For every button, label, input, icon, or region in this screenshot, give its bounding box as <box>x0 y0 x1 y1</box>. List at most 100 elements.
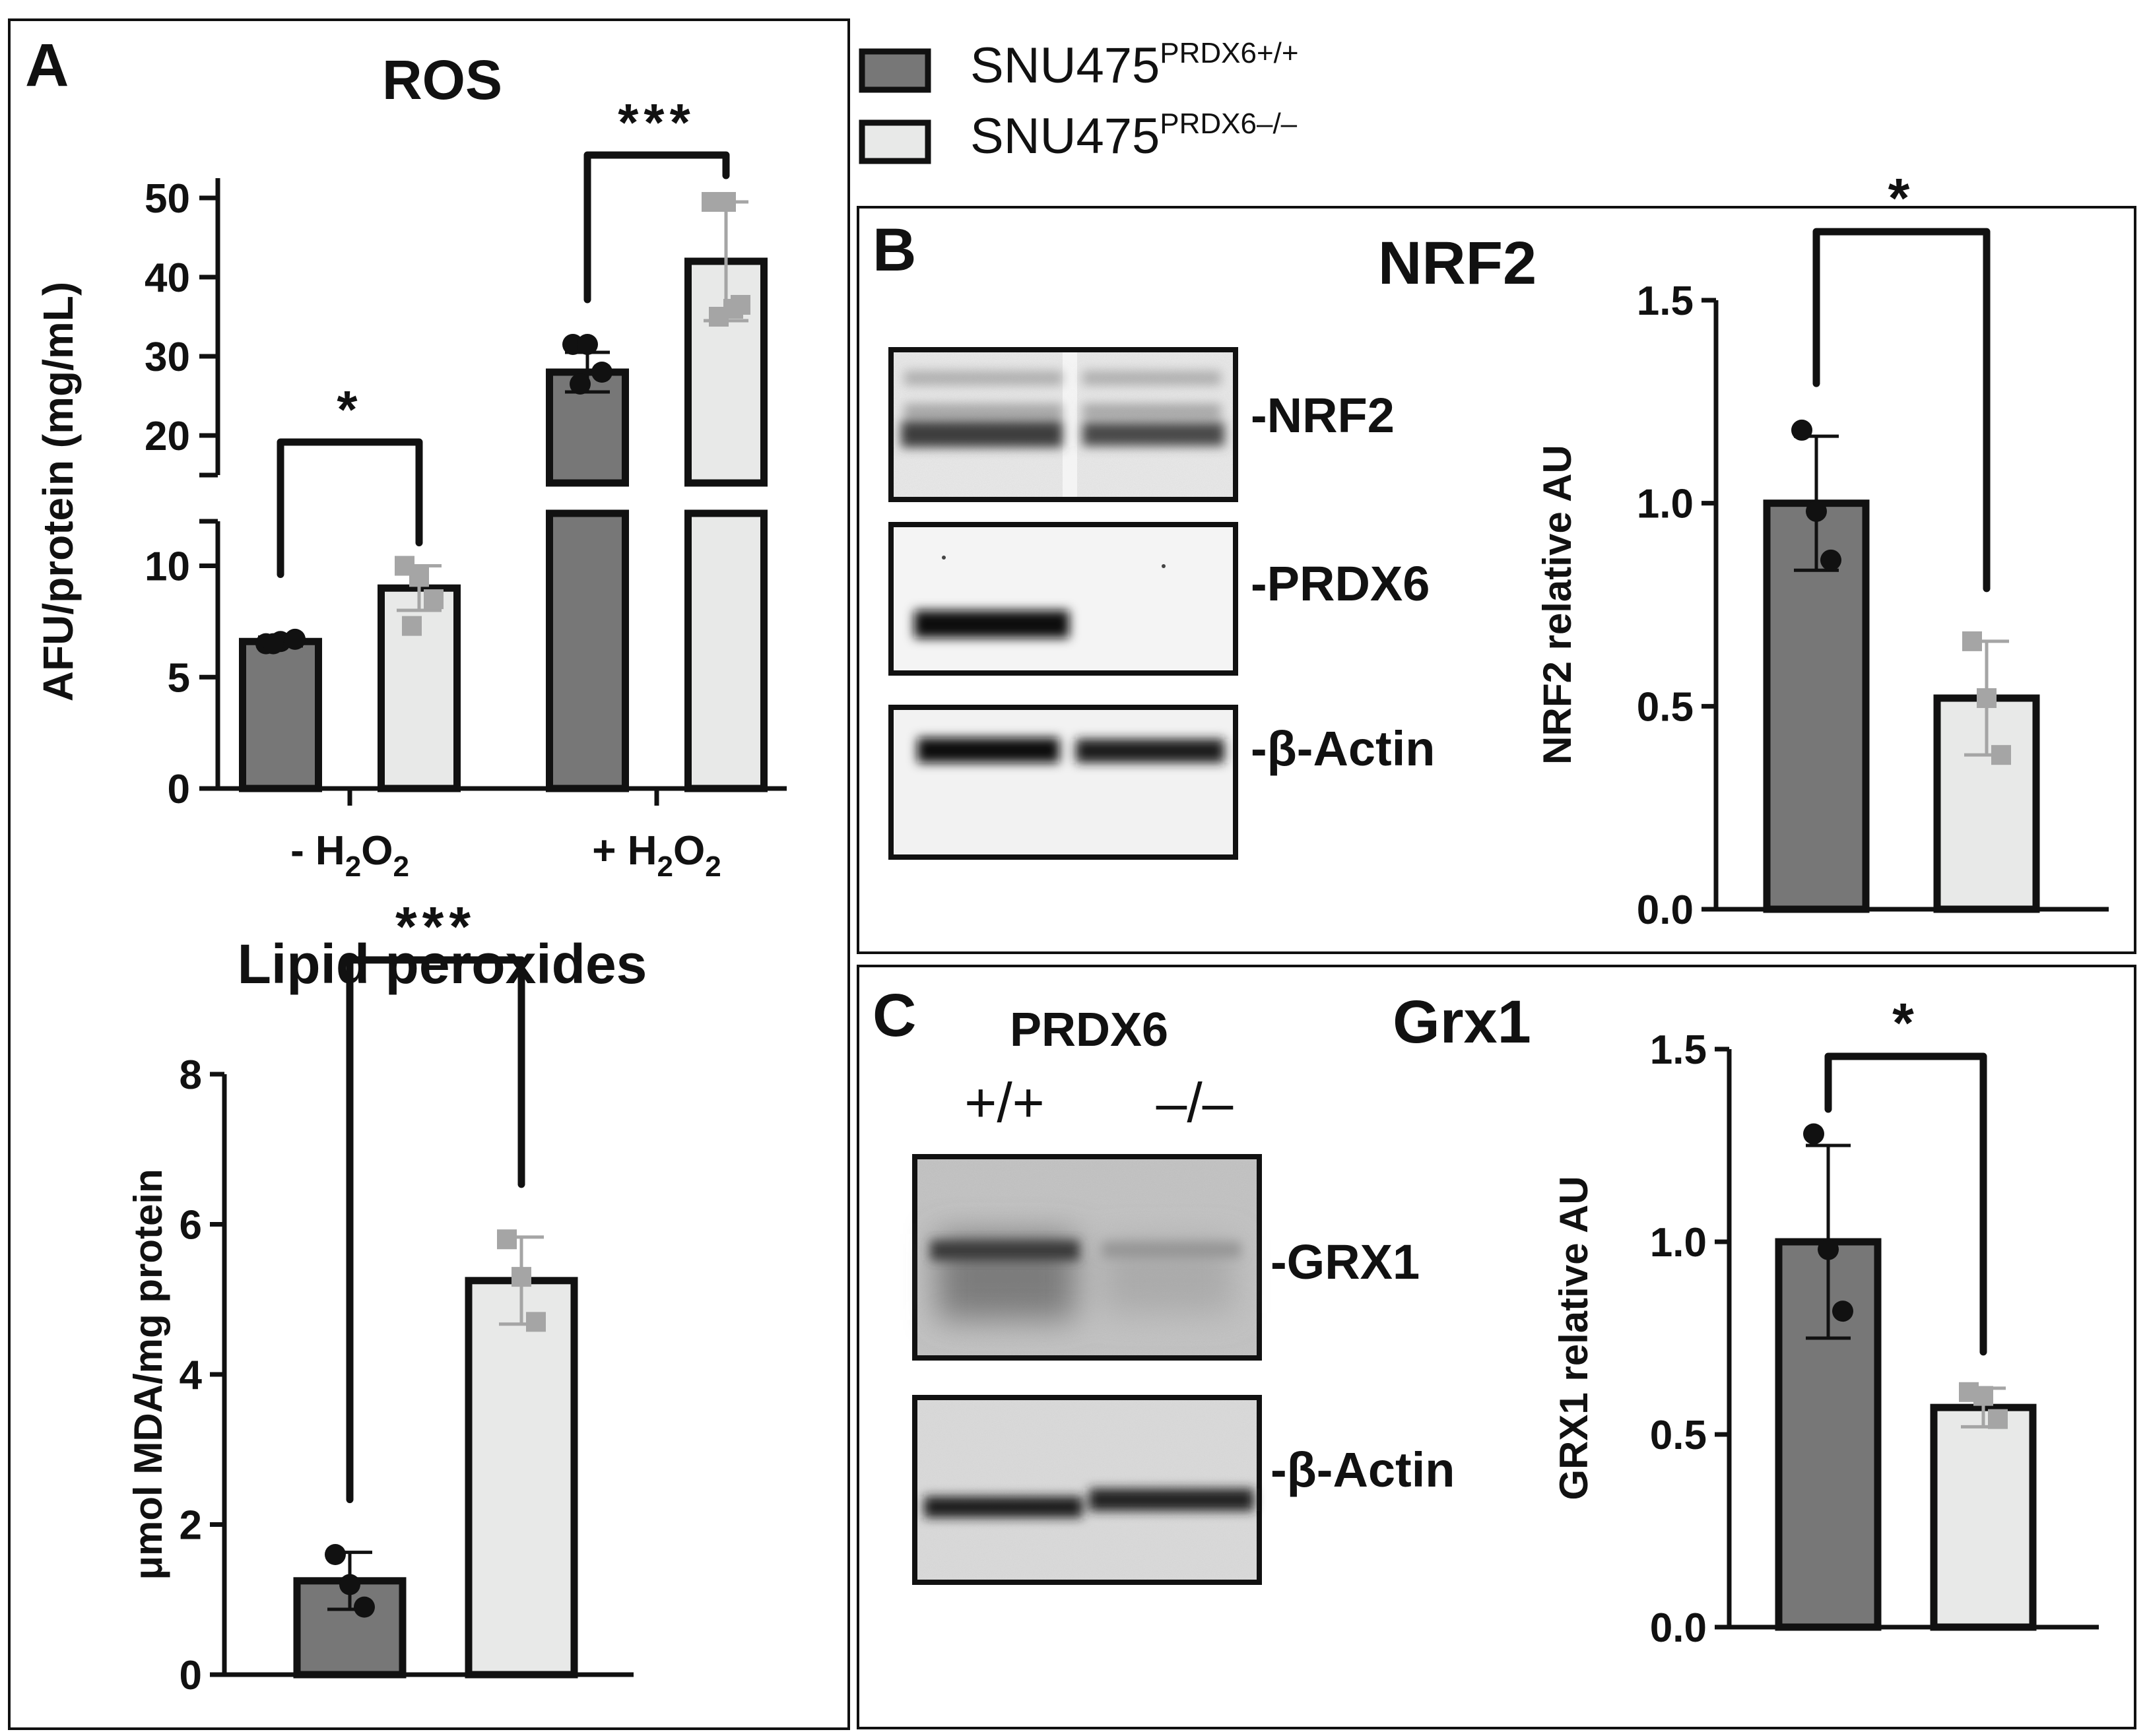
ros-x-category-label: - H2O2 <box>290 828 409 883</box>
nrf2-y-tick-label: 0.0 <box>1637 887 1694 933</box>
legend: SNU475PRDX6+/+ SNU475PRDX6–/– <box>859 37 1299 164</box>
ros-y-tick-label: 50 <box>145 176 190 222</box>
panel-b-letter: B <box>873 216 916 284</box>
nrf2-ko-point <box>1991 745 2011 765</box>
ros-significance-plus-label: *** <box>618 93 695 152</box>
nrf2-y-tick-label: 1.5 <box>1637 278 1694 324</box>
nrf2-ko-point <box>1977 688 1997 709</box>
lipid-y-tick-label: 0 <box>180 1653 202 1698</box>
ros-y-tick-label: 40 <box>145 255 190 301</box>
blot-nrf2 <box>888 347 1238 502</box>
legend-item-ko: SNU475PRDX6–/– <box>859 108 1298 164</box>
ros-ko-minus-point <box>409 567 429 587</box>
nrf2-significance-bracket <box>1812 228 1991 593</box>
grx1-y-axis-label: GRX1 relative AU <box>1552 1176 1596 1500</box>
nrf2-blot-group: -NRF2 -PRDX6 -β-Actin <box>888 347 1435 860</box>
blot-actin-c <box>912 1395 1262 1585</box>
lipid-ko-point <box>526 1312 546 1332</box>
grx1-wt-point <box>1818 1238 1839 1260</box>
lipid-significance-bracket <box>346 956 525 1504</box>
blot-grx1 <box>912 1154 1262 1361</box>
legend-label-ko: SNU475PRDX6–/– <box>970 108 1298 164</box>
grx1-ko-point <box>1988 1409 2008 1429</box>
lipid-chart: 0 2 4 6 8 μmol MDA/mg protein *** <box>126 895 634 1698</box>
ros-significance-plus-bracket <box>583 151 730 304</box>
blot-label-actin-c: -β-Actin <box>1271 1442 1455 1497</box>
panel-a-frame <box>8 18 850 1730</box>
panel-b-frame <box>857 206 2136 954</box>
lipid-y-tick-label: 8 <box>180 1052 202 1098</box>
legend-swatch-wt <box>859 48 931 93</box>
ros-ko-plus-bar-upper <box>684 257 768 487</box>
ros-y-tick-label: 5 <box>168 655 190 701</box>
blot-label-nrf2: -NRF2 <box>1251 388 1395 443</box>
lipid-title: Lipid peroxides <box>238 933 647 995</box>
lipid-y-tick-label: 4 <box>180 1353 203 1398</box>
grx1-y-tick-label: 0.5 <box>1650 1413 1707 1458</box>
legend-item-wt: SNU475PRDX6+/+ <box>859 37 1299 94</box>
ros-ko-minus-point <box>424 589 444 610</box>
grx1-title: Grx1 <box>1393 988 1531 1056</box>
ros-wt-plus-point <box>591 362 612 383</box>
ros-wt-minus-point <box>263 633 284 655</box>
grx1-significance-label: * <box>1892 992 1919 1054</box>
lipid-y-axis-label: μmol MDA/mg protein <box>126 1169 170 1580</box>
nrf2-chart: 0.0 0.5 1.0 1.5 NRF2 relative AU * <box>1535 167 2109 933</box>
lipid-wt-point <box>325 1544 346 1565</box>
ros-x-category-label: + H2O2 <box>592 828 721 883</box>
blot-label-actin-b: -β-Actin <box>1251 721 1435 776</box>
panel-c-frame <box>857 965 2136 1729</box>
lipid-wt-point <box>354 1596 375 1618</box>
ros-ko-plus-bar-lower <box>684 509 768 792</box>
panel-a-letter: A <box>25 32 69 99</box>
blot-prdx6 <box>888 522 1238 676</box>
ros-wt-plus-bar-lower <box>546 509 629 792</box>
blot-actin-b <box>888 705 1238 860</box>
grx1-wt-point <box>1832 1301 1853 1322</box>
grx1-chart: 0.0 0.5 1.0 1.5 GRX1 relative AU * <box>1552 992 2099 1651</box>
nrf2-significance-label: * <box>1888 167 1915 229</box>
grx1-ko-point <box>1973 1386 1993 1406</box>
ros-y-tick-label: 30 <box>145 335 190 380</box>
ros-ko-plus-point <box>723 299 743 319</box>
ros-y-axis-label: AFU/protein (mg/mL) <box>34 282 82 701</box>
grx1-y-tick-label: 0.0 <box>1650 1605 1707 1651</box>
grx1-y-tick-label: 1.5 <box>1650 1027 1707 1073</box>
ros-wt-plus-point <box>562 334 583 355</box>
blot-label-grx1: -GRX1 <box>1271 1235 1420 1289</box>
lane-label-wt: +/+ <box>964 1072 1044 1134</box>
grx1-y-tick-label: 1.0 <box>1650 1220 1707 1266</box>
nrf2-y-tick-label: 0.5 <box>1637 684 1694 730</box>
nrf2-y-tick-label: 1.0 <box>1637 482 1694 527</box>
nrf2-y-axis-label: NRF2 relative AU <box>1535 445 1579 765</box>
grx1-blot-group: PRDX6 +/+ –/– -GRX1 -β-Actin <box>912 1004 1455 1585</box>
lane-label-ko: –/– <box>1156 1072 1234 1134</box>
lipid-y-tick-label: 6 <box>180 1203 202 1248</box>
ros-chart: 0 5 10 20 30 40 50 AFU/protein (mg/mL) - H2O2 + H… <box>34 93 787 883</box>
ros-y-tick-label: 20 <box>145 414 190 459</box>
ros-title: ROS <box>382 49 502 111</box>
nrf2-title: NRF2 <box>1378 230 1536 297</box>
nrf2-wt-point <box>1791 419 1812 441</box>
nrf2-ko-point <box>1962 631 1982 651</box>
lipid-ko-point <box>497 1229 517 1250</box>
nrf2-wt-point <box>1820 549 1841 571</box>
panel-c-letter: C <box>873 982 916 1049</box>
ros-wt-plus-point <box>570 373 591 395</box>
lipid-y-tick-label: 2 <box>180 1503 202 1549</box>
ros-ko-plus-point <box>716 192 736 212</box>
legend-swatch-ko <box>859 119 931 164</box>
ros-significance-minus-label: * <box>337 380 362 439</box>
ros-wt-minus-bar <box>239 637 322 792</box>
ros-y-tick-label: 0 <box>168 767 190 812</box>
lipid-ko-point <box>512 1267 531 1287</box>
ros-wt-plus-point <box>577 334 598 355</box>
lipid-ko-bar <box>465 1277 578 1679</box>
ros-y-tick-label: 10 <box>145 544 190 590</box>
legend-label-wt: SNU475PRDX6+/+ <box>970 37 1299 94</box>
blot-label-prdx6: -PRDX6 <box>1251 556 1430 611</box>
lipid-significance-label: *** <box>395 895 476 957</box>
grx1-wt-point <box>1803 1123 1824 1145</box>
lipid-wt-point <box>339 1574 360 1595</box>
